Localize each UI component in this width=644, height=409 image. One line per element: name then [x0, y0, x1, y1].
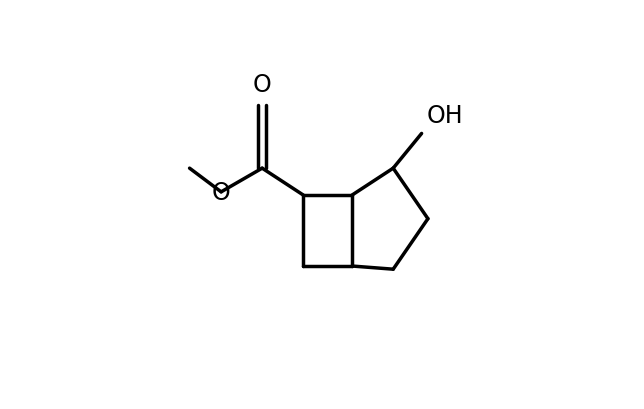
Text: O: O — [253, 72, 272, 97]
Text: O: O — [212, 180, 231, 204]
Text: OH: OH — [426, 104, 463, 128]
